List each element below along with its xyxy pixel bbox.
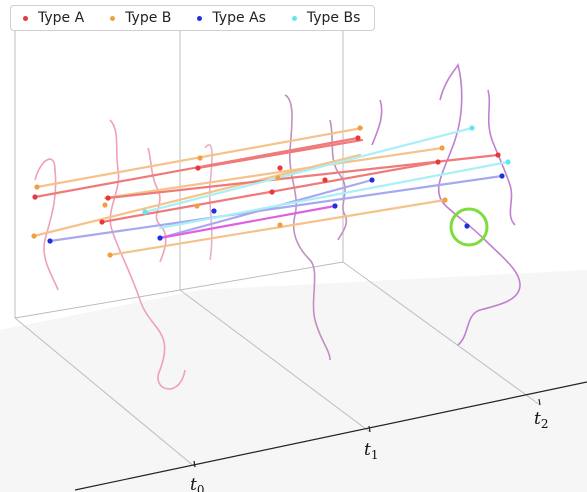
point-typeA — [99, 219, 105, 225]
contour-0b — [109, 119, 186, 390]
point-typeAs — [369, 177, 375, 183]
floor-plane — [0, 270, 587, 492]
frame1-contours — [204, 94, 348, 361]
point-typeB — [197, 155, 203, 161]
point-typeA — [277, 165, 283, 171]
traj-typeB-2 — [103, 146, 444, 200]
traj-typeBs-1 — [143, 126, 474, 214]
traj-typeB-4 — [108, 198, 447, 257]
point-typeB — [357, 125, 363, 131]
legend-label: Type As — [212, 10, 266, 26]
point-typeBs — [469, 125, 475, 131]
point-typeBs — [505, 159, 511, 165]
traj-typeAs-1 — [48, 174, 504, 243]
contour-1a — [204, 144, 213, 261]
point-typeA — [495, 152, 501, 158]
point-typeAs — [464, 223, 470, 229]
legend-item-type-as: Type As — [193, 10, 266, 26]
traj-typeBs-2 — [158, 160, 510, 230]
chart-legend: Type A Type B Type As Type Bs — [10, 5, 376, 31]
contour-1b — [284, 94, 331, 361]
point-typeB — [439, 145, 445, 151]
point-typeB — [31, 233, 37, 239]
point-typeA — [269, 189, 275, 195]
point-typeB — [275, 175, 281, 181]
point-typeA — [32, 194, 38, 200]
point-typeAs — [47, 238, 53, 244]
contour-1c — [329, 119, 348, 241]
point-typeBs — [142, 209, 148, 215]
point-typeA — [322, 177, 328, 183]
contour-2a — [437, 62, 521, 346]
traj-typeB-3 — [32, 153, 362, 238]
point-typeA — [195, 165, 201, 171]
point-typeAs — [211, 208, 217, 214]
legend-marker-icon — [23, 15, 28, 21]
contour-0a — [34, 158, 59, 291]
point-typeAs — [157, 235, 163, 241]
legend-item-type-bs: Type Bs — [288, 10, 361, 26]
legend-label: Type B — [125, 10, 172, 26]
legend-label: Type A — [38, 10, 85, 26]
point-typeB — [277, 222, 283, 228]
traj-magenta — [158, 204, 337, 240]
time-axis — [74, 381, 587, 491]
legend-item-type-a: Type A — [19, 10, 84, 26]
legend-marker-icon — [291, 15, 297, 21]
points — [31, 125, 511, 258]
point-typeAs — [332, 203, 338, 209]
point-typeAs — [499, 173, 505, 179]
point-typeA — [105, 195, 111, 201]
point-typeB — [442, 197, 448, 203]
point-typeB — [194, 203, 200, 209]
highlight-ring — [449, 207, 489, 247]
frame2-contours — [371, 62, 521, 346]
point-typeB — [102, 202, 108, 208]
point-typeA — [435, 159, 441, 165]
traj-typeA-4 — [196, 138, 364, 170]
point-typeA — [355, 135, 361, 141]
point-typeB — [107, 252, 113, 258]
frame-planes — [14, 30, 541, 468]
contour-2b — [487, 89, 516, 226]
legend-item-type-b: Type B — [106, 10, 171, 26]
legend-marker-icon — [110, 15, 116, 21]
legend-marker-icon — [197, 15, 203, 21]
legend-label: Type Bs — [306, 10, 361, 26]
contour-2c — [371, 99, 383, 146]
point-typeB — [34, 184, 40, 190]
